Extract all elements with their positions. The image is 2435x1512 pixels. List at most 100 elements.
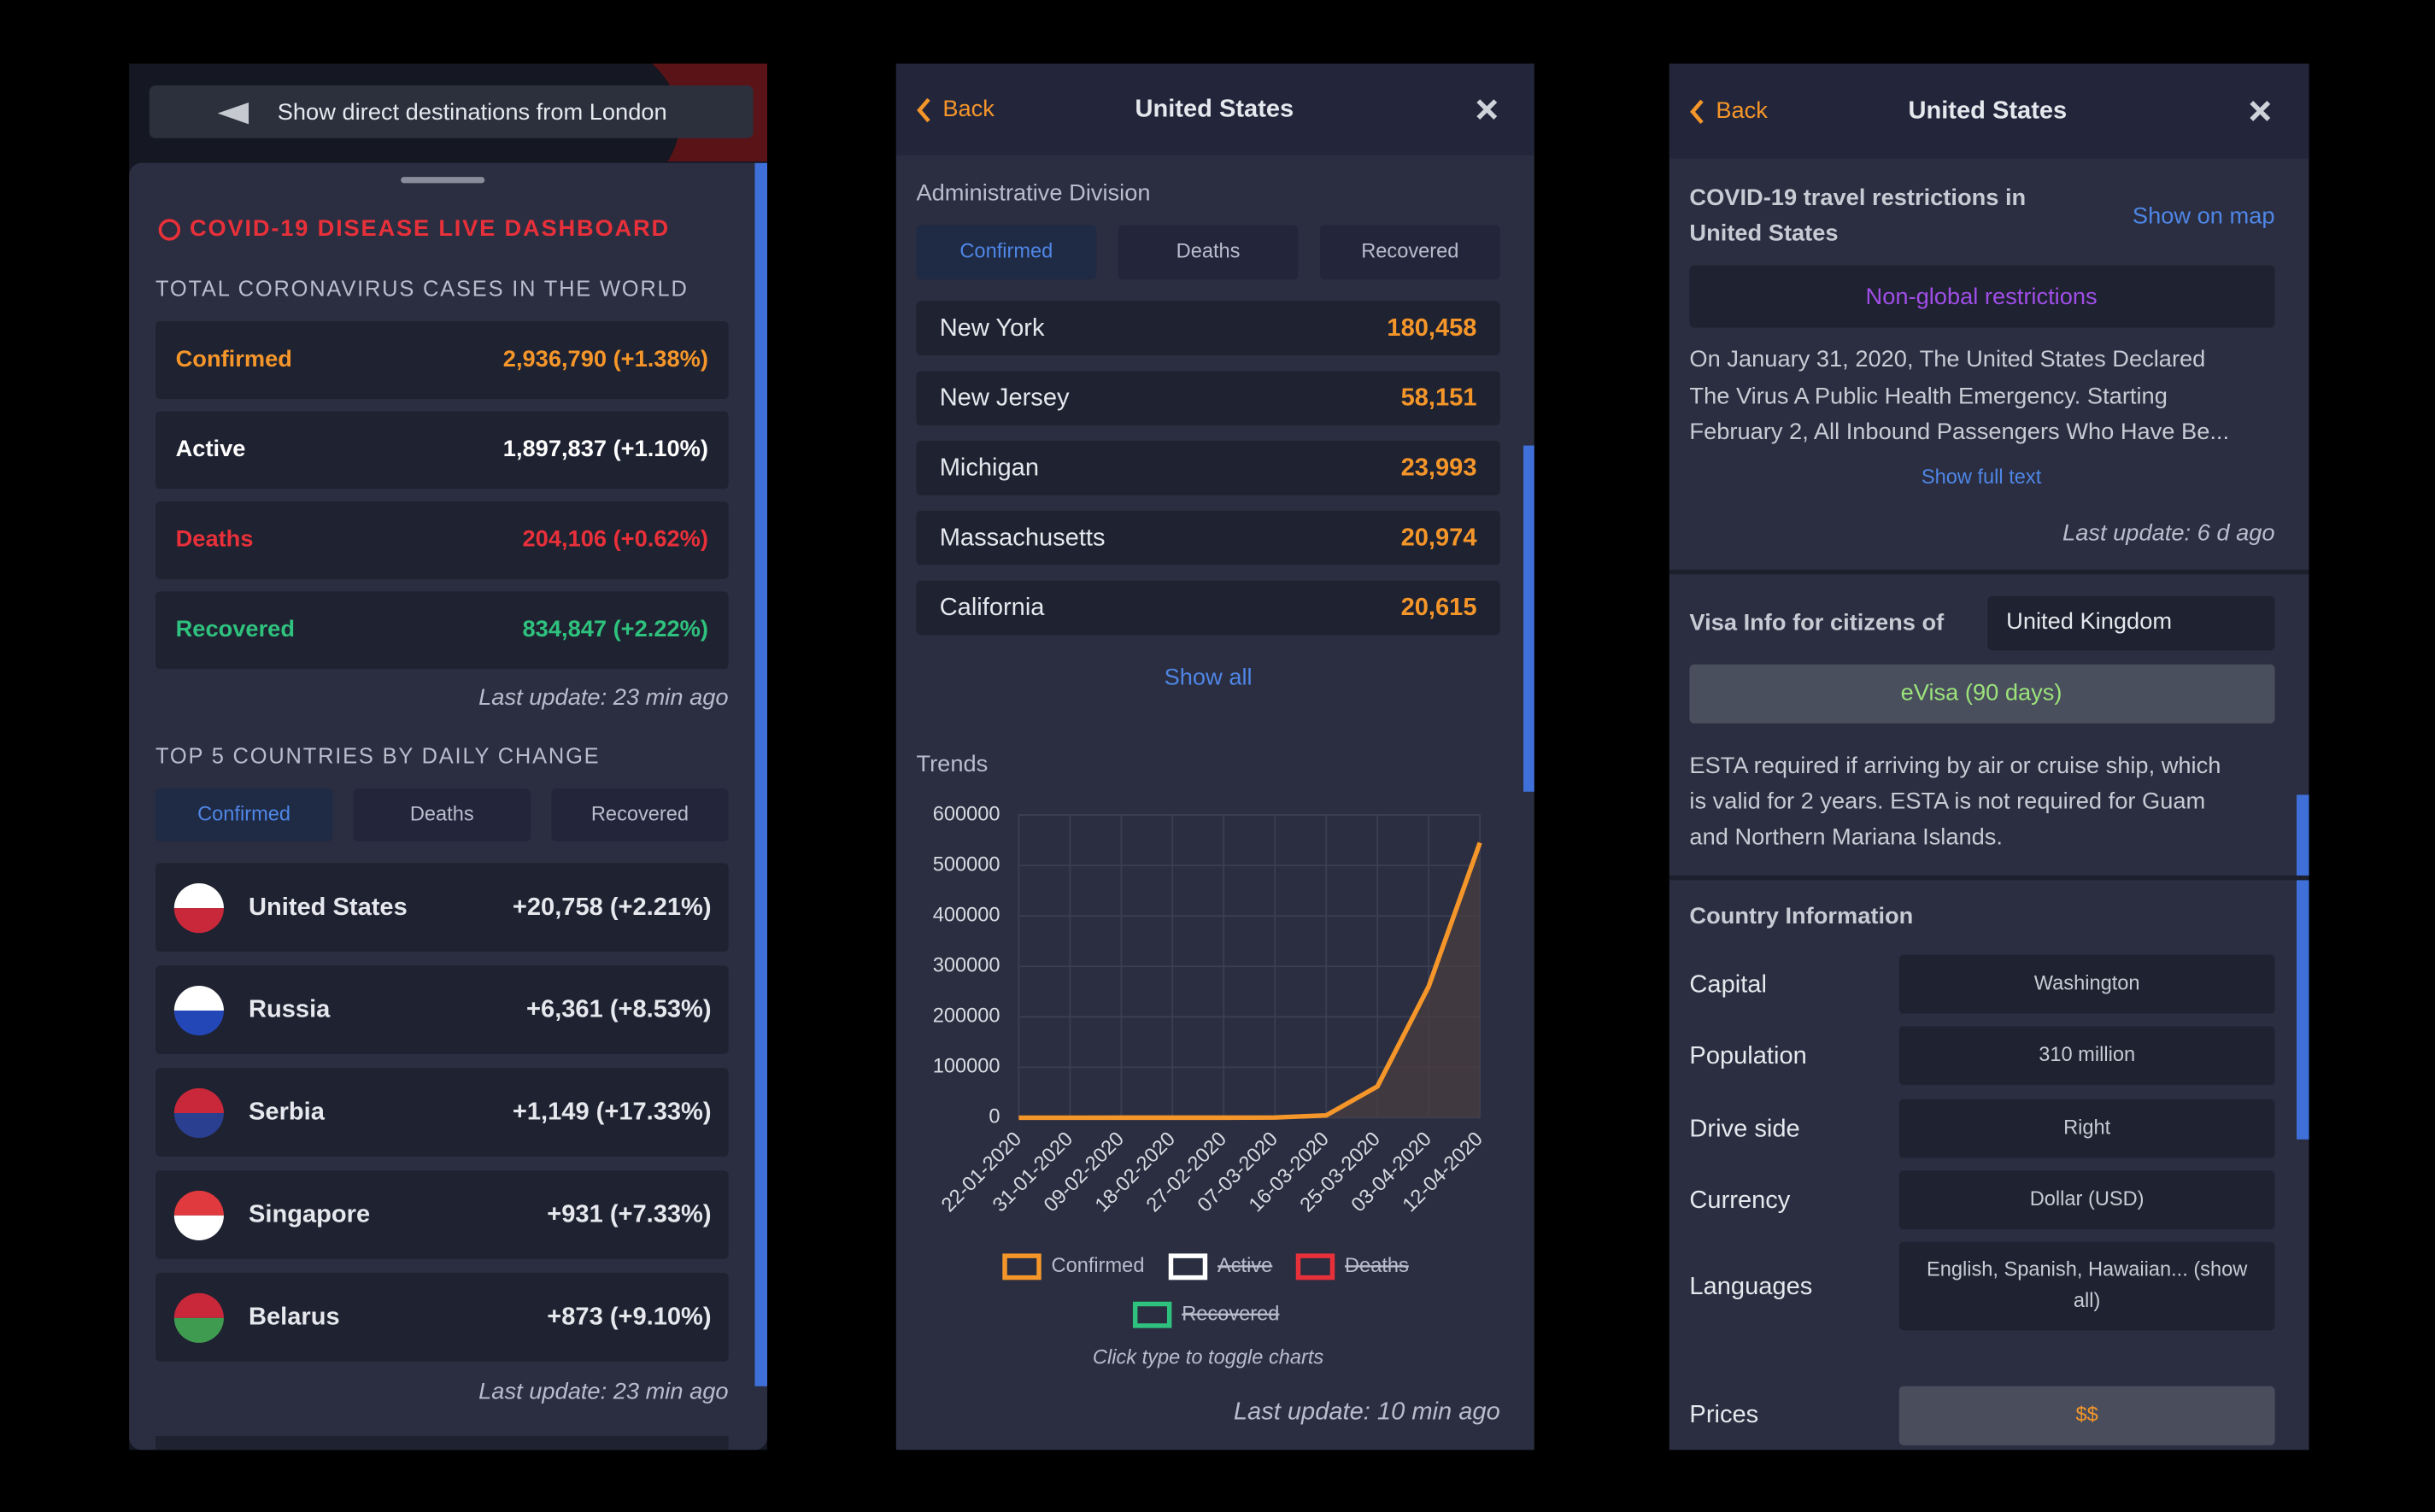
- division-row[interactable]: [916, 510, 1500, 566]
- paragraph-line: The Virus A Public Health Emergency. Sta…: [1689, 382, 2167, 408]
- info-box: [1898, 1386, 2275, 1445]
- back-chevron[interactable]: [1690, 99, 1704, 125]
- legend-swatch[interactable]: [1132, 1301, 1172, 1328]
- section-heading: TOP 5 COUNTRIES BY DAILY CHANGE: [155, 745, 600, 769]
- scrollbar[interactable]: [1523, 445, 1534, 792]
- scrollbar[interactable]: [2296, 794, 2309, 1140]
- legend-label[interactable]: Active: [1218, 1255, 1272, 1277]
- country-name: Belarus: [249, 1304, 340, 1331]
- tab[interactable]: [353, 788, 531, 841]
- tab-label[interactable]: Recovered: [1361, 241, 1458, 263]
- show-full-text[interactable]: Show full text: [1922, 466, 2042, 489]
- tab-label[interactable]: Deaths: [1176, 241, 1241, 263]
- visa-label: Visa Info for citizens of: [1689, 609, 1945, 636]
- country-change: +873 (+9.10%): [547, 1304, 711, 1331]
- info-label: Drive side: [1689, 1116, 1799, 1143]
- y-tick-label: 100000: [933, 1056, 1000, 1078]
- legend-swatch[interactable]: [1002, 1253, 1041, 1281]
- back-chevron[interactable]: [917, 97, 930, 123]
- stat-label: Recovered: [176, 615, 295, 642]
- division-row[interactable]: [916, 441, 1500, 495]
- division-value: 180,458: [1387, 314, 1476, 342]
- tab[interactable]: [1118, 225, 1299, 280]
- dashboard-title: COVID-19 DISEASE LIVE DASHBOARD: [190, 214, 670, 241]
- stat-label: Active: [176, 435, 246, 461]
- country-card[interactable]: [155, 1068, 729, 1157]
- division-row[interactable]: [916, 371, 1500, 425]
- tab[interactable]: [551, 788, 729, 841]
- division-value: 20,974: [1401, 524, 1477, 551]
- y-tick-label: 600000: [933, 803, 1000, 825]
- close-button[interactable]: [1476, 99, 1498, 120]
- close-button[interactable]: [2250, 101, 2271, 121]
- legend-label[interactable]: Recovered: [1182, 1303, 1279, 1325]
- back-button[interactable]: Back: [1716, 97, 1768, 123]
- header-bar: [1669, 63, 2309, 159]
- middle-panel: [895, 63, 1534, 1450]
- last-update: Last update: 6 d ago: [2062, 519, 2274, 545]
- banner-text[interactable]: Show direct destinations from London: [278, 98, 667, 125]
- tab[interactable]: [155, 788, 333, 841]
- y-tick-label: 400000: [933, 904, 1000, 926]
- last-update: Last update: 23 min ago: [478, 683, 728, 710]
- division-value: 20,615: [1401, 594, 1477, 621]
- back-button[interactable]: Back: [942, 95, 995, 121]
- info-box: [1898, 1099, 2275, 1158]
- country-name: Singapore: [249, 1201, 370, 1228]
- division-row[interactable]: [916, 301, 1500, 356]
- visa-box: [1689, 664, 2275, 724]
- y-tick-label: 200000: [933, 1005, 1000, 1028]
- division-name: California: [940, 594, 1046, 621]
- country-card[interactable]: [155, 1273, 729, 1362]
- separator: [1669, 875, 2309, 881]
- country-card[interactable]: [155, 965, 729, 1054]
- flag: [173, 908, 224, 934]
- legend-label[interactable]: Confirmed: [1052, 1255, 1145, 1277]
- scrollbar[interactable]: [754, 162, 767, 1386]
- banner-button[interactable]: [149, 85, 754, 138]
- chart-note: Click type to toggle charts: [1093, 1346, 1324, 1368]
- tab[interactable]: [916, 225, 1097, 280]
- flag: [173, 1292, 224, 1318]
- tab-label[interactable]: Deaths: [410, 803, 474, 825]
- info-box: [1898, 1026, 2275, 1086]
- info-value: all): [2074, 1290, 2100, 1312]
- stat-card: [155, 501, 729, 579]
- show-all[interactable]: Show all: [1165, 663, 1253, 689]
- country-card[interactable]: [155, 863, 729, 952]
- visa-country[interactable]: United Kingdom: [2006, 607, 2172, 634]
- flag: [173, 883, 224, 909]
- division-value: 58,151: [1401, 384, 1477, 412]
- header-title: United States: [1908, 97, 2067, 125]
- legend-swatch[interactable]: [1295, 1253, 1335, 1281]
- tab-label[interactable]: Confirmed: [197, 803, 290, 825]
- country-change: +1,149 (+17.33%): [513, 1099, 712, 1126]
- section-title: COVID-19 travel restrictions in: [1689, 184, 2026, 210]
- flag: [173, 1087, 224, 1113]
- separator: [1669, 569, 2309, 575]
- legend-label[interactable]: Deaths: [1345, 1255, 1409, 1277]
- division-row[interactable]: [916, 580, 1500, 636]
- stat-label: Deaths: [176, 525, 254, 552]
- chart-title: Trends: [916, 750, 988, 777]
- info-box: [1898, 1241, 2275, 1331]
- country-select[interactable]: [1987, 595, 2275, 651]
- tab[interactable]: [1319, 225, 1500, 280]
- stat-value: 1,897,837 (+1.10%): [503, 435, 708, 461]
- info-label: Prices: [1689, 1401, 1758, 1428]
- country-name: United States: [249, 894, 408, 921]
- legend-swatch[interactable]: [1168, 1253, 1208, 1281]
- paragraph-line: On January 31, 2020, The United States D…: [1689, 345, 2205, 372]
- info-value: Right: [2063, 1116, 2111, 1139]
- info-value: Dollar (USD): [2030, 1188, 2145, 1210]
- restriction-box: [1689, 265, 2275, 328]
- country-name: Serbia: [249, 1099, 326, 1126]
- show-on-map[interactable]: Show on map: [2133, 202, 2275, 229]
- country-card[interactable]: [155, 1170, 729, 1259]
- info-value: Washington: [2034, 972, 2140, 994]
- info-value: $$: [2076, 1404, 2098, 1427]
- drag-handle[interactable]: [401, 177, 485, 184]
- tab-label[interactable]: Recovered: [591, 803, 689, 825]
- tab-label[interactable]: Confirmed: [959, 241, 1053, 263]
- flag: [173, 1112, 224, 1139]
